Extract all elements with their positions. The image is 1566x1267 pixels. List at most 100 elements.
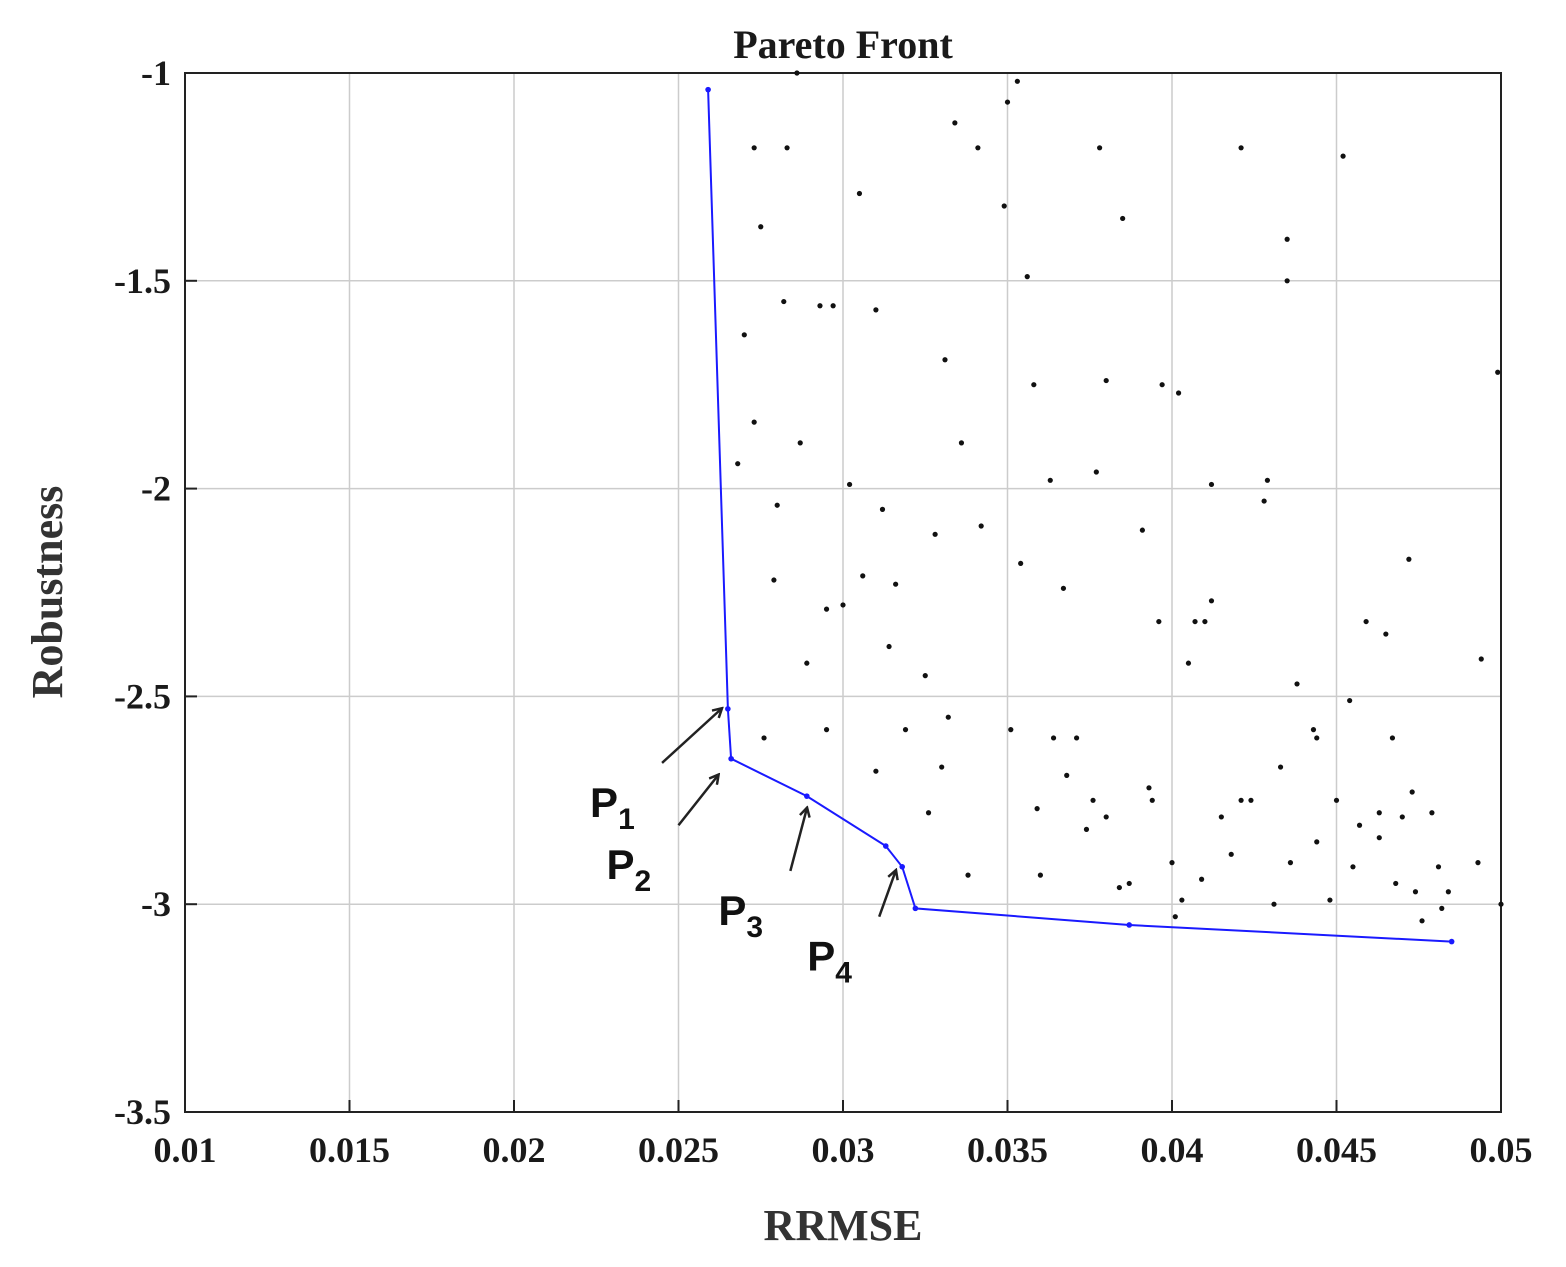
- annotation-arrow: [878, 871, 895, 918]
- scatter-point: [1261, 498, 1267, 504]
- scatter-point: [1238, 797, 1244, 803]
- scatter-point: [1383, 631, 1389, 637]
- scatter-point: [741, 332, 747, 338]
- scatter-point: [1050, 735, 1057, 741]
- chart-title: Pareto Front: [733, 22, 953, 67]
- scatter-point: [1014, 78, 1020, 84]
- scatter-point: [794, 70, 800, 76]
- scatter-point: [1310, 727, 1317, 733]
- scatter-point: [1409, 789, 1415, 795]
- scatter-point: [965, 872, 971, 878]
- y-tick-label: -3.5: [114, 1092, 171, 1132]
- grid-lines: [184, 72, 1502, 1113]
- scatter-point: [774, 502, 780, 508]
- scatter-point: [860, 573, 866, 579]
- scatter-point: [1435, 864, 1442, 870]
- scatter-point: [846, 481, 853, 488]
- scatter-point: [797, 440, 803, 446]
- annotation-label-base: P: [718, 887, 746, 934]
- scatter-point: [1018, 560, 1024, 567]
- annotation-arrow: [661, 709, 721, 764]
- x-tick-label: 0.015: [309, 1130, 390, 1170]
- scatter-point: [823, 727, 830, 733]
- annotation-label-base: P: [590, 779, 618, 826]
- annotation-label: P2: [607, 841, 652, 898]
- scatter-point: [761, 735, 767, 741]
- scatter-point: [781, 298, 787, 305]
- scatter-point: [1024, 274, 1030, 280]
- scatter-point: [1314, 839, 1320, 845]
- scatter-point: [1090, 797, 1096, 803]
- scatter-point: [1175, 390, 1182, 396]
- scatter-point: [879, 506, 886, 512]
- pareto-front-series: [705, 86, 1455, 945]
- pareto-front-point: [1126, 922, 1133, 928]
- annotation-label-subscript: 2: [635, 865, 652, 898]
- pareto-front-point: [728, 755, 734, 762]
- scatter-point: [1284, 236, 1290, 242]
- scatter-point: [886, 643, 892, 650]
- pareto-front-point: [912, 905, 919, 912]
- scatter-point: [1185, 660, 1192, 666]
- scatter-point: [1149, 797, 1155, 803]
- plot-frame: [184, 72, 1502, 1113]
- scatter-point: [1277, 764, 1284, 770]
- scatter-point: [1495, 369, 1501, 375]
- scatter-point: [1475, 860, 1481, 866]
- scatter-point: [1347, 697, 1353, 704]
- scatter-point: [1399, 814, 1405, 820]
- scatter-point: [784, 145, 790, 151]
- scatter-point: [1218, 814, 1224, 820]
- x-tick-label: 0.05: [1470, 1130, 1533, 1170]
- scatter-point: [1156, 618, 1162, 625]
- scatter-point: [1031, 382, 1037, 388]
- pareto-front-point: [804, 793, 810, 799]
- x-tick-label: 0.02: [483, 1130, 546, 1170]
- y-tick-label: -1: [141, 53, 171, 93]
- scatter-point: [1445, 889, 1451, 895]
- scatter-point: [1179, 897, 1185, 903]
- annotation-label-subscript: 4: [835, 957, 852, 990]
- scatter-point: [925, 810, 932, 816]
- scatter-point: [1340, 153, 1346, 159]
- scatter-point: [1034, 806, 1040, 812]
- y-tick-label: -2: [141, 469, 171, 509]
- scatter-point: [1139, 527, 1145, 533]
- scatter-point: [1146, 785, 1152, 791]
- scatter-point: [1037, 872, 1043, 878]
- scatter-point: [1208, 598, 1215, 604]
- scatter-point: [952, 120, 958, 126]
- scatter-point: [1202, 618, 1208, 625]
- scatter-point: [1363, 618, 1369, 625]
- scatter-point: [1439, 905, 1445, 911]
- scatter-point: [873, 768, 879, 774]
- scatter-point: [978, 523, 984, 529]
- x-tick-label: 0.03: [812, 1130, 875, 1170]
- x-tick-label: 0.025: [638, 1130, 719, 1170]
- scatter-point: [1093, 469, 1099, 475]
- scatter-point: [758, 224, 764, 230]
- y-tick-label: -2.5: [114, 676, 171, 716]
- y-tick-label: -1.5: [114, 261, 171, 301]
- scatter-point: [902, 727, 909, 733]
- scatter-point: [830, 303, 836, 309]
- scatter-point: [1284, 278, 1290, 284]
- scatter-point: [1159, 382, 1165, 388]
- scatter-points: [735, 70, 1504, 924]
- scatter-point: [1208, 481, 1215, 488]
- pareto-front-line: [707, 89, 1452, 943]
- scatter-point: [1333, 797, 1340, 803]
- scatter-point: [922, 673, 928, 679]
- scatter-point: [751, 145, 757, 151]
- scatter-point: [1419, 918, 1425, 924]
- scatter-point: [1412, 889, 1419, 895]
- x-axis-label: RRMSE: [764, 1201, 923, 1250]
- scatter-point: [1083, 826, 1090, 832]
- scatter-point: [1498, 901, 1504, 907]
- scatter-point: [932, 531, 938, 537]
- annotation-label-base: P: [807, 933, 835, 980]
- scatter-point: [735, 461, 741, 467]
- scatter-point: [893, 581, 899, 587]
- scatter-point: [1238, 145, 1244, 151]
